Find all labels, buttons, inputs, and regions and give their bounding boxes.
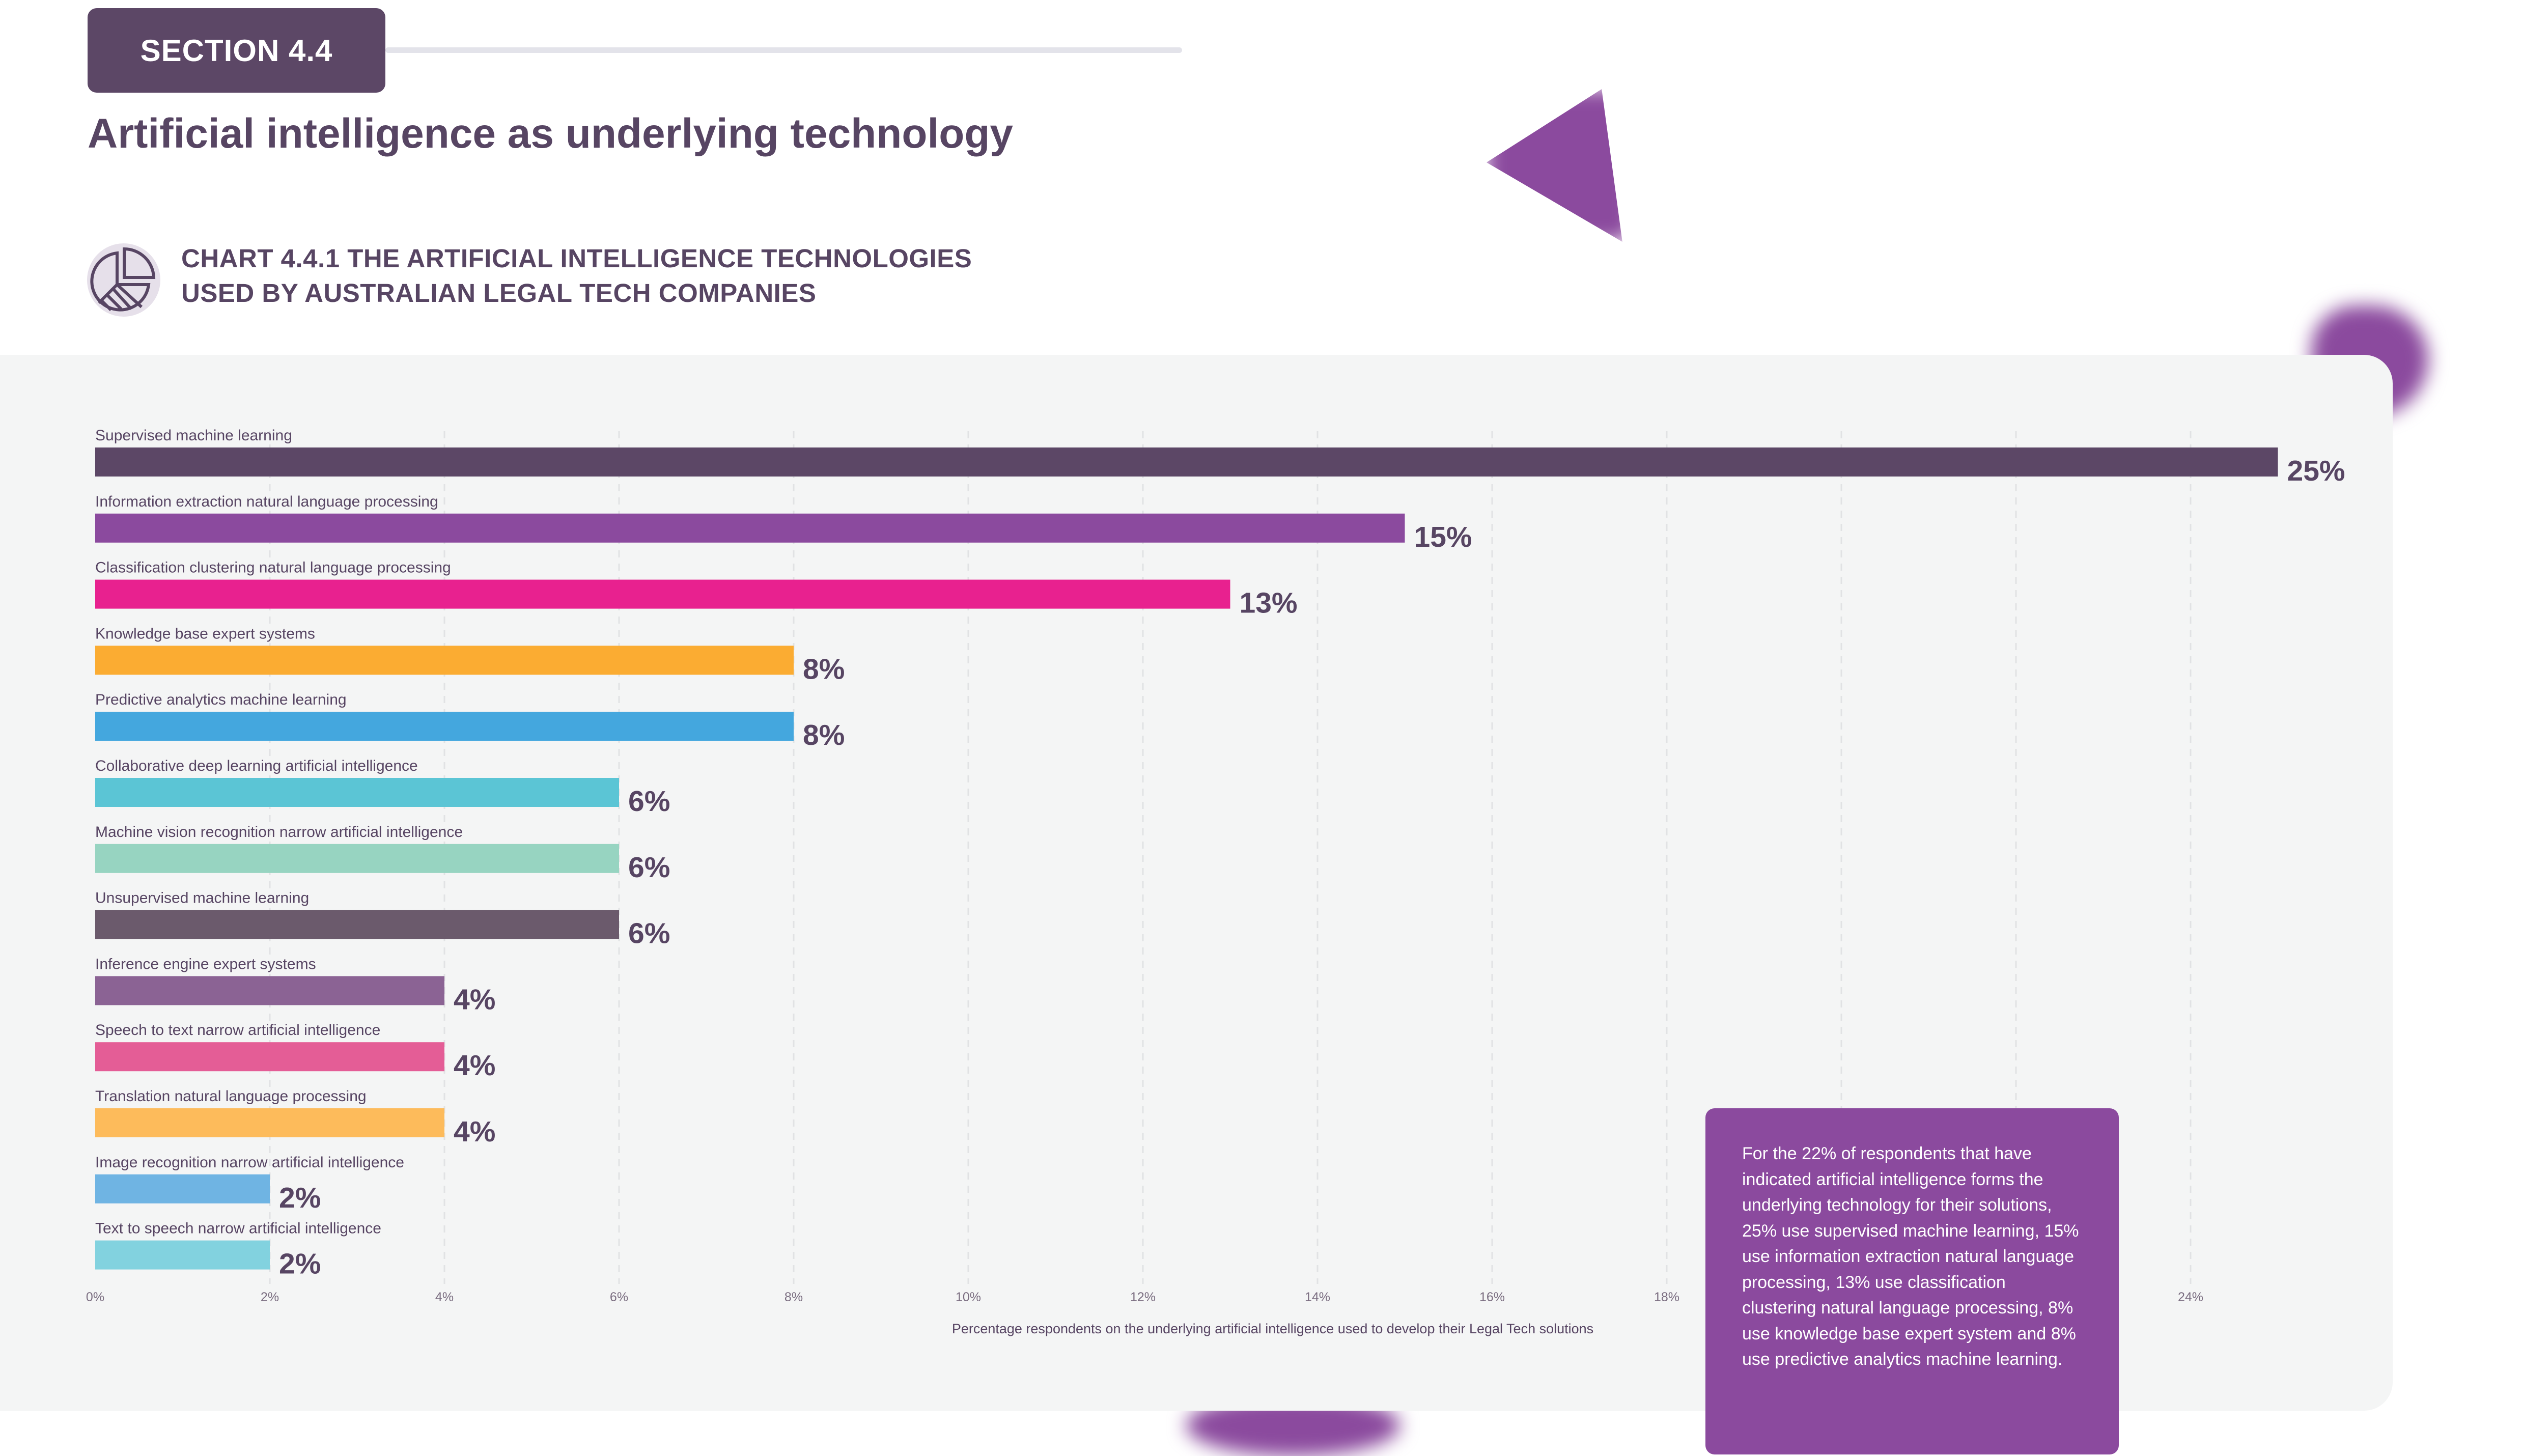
value-label: 25% bbox=[2287, 455, 2345, 487]
bar bbox=[95, 712, 794, 741]
bar bbox=[95, 1108, 444, 1137]
value-label: 4% bbox=[454, 983, 495, 1016]
category-label: Unsupervised machine learning bbox=[95, 890, 309, 907]
x-tick-label: 0% bbox=[86, 1290, 104, 1304]
callout-box: For the 22% of respondents that have ind… bbox=[1705, 1108, 2119, 1454]
value-label: 8% bbox=[803, 719, 845, 751]
category-label: Knowledge base expert systems bbox=[95, 625, 315, 642]
bar bbox=[95, 910, 619, 939]
x-tick-label: 6% bbox=[610, 1290, 628, 1304]
category-label: Supervised machine learning bbox=[95, 427, 292, 444]
chart-panel: 0%2%4%6%8%10%12%14%16%18%20%22%24%Superv… bbox=[0, 355, 2393, 1454]
x-tick-label: 14% bbox=[1305, 1290, 1330, 1304]
section-divider bbox=[385, 47, 1182, 53]
value-label: 8% bbox=[803, 653, 845, 685]
value-label: 2% bbox=[279, 1182, 321, 1214]
bar bbox=[95, 579, 1230, 609]
bar bbox=[95, 447, 2278, 477]
x-tick-label: 16% bbox=[1479, 1290, 1505, 1304]
bar bbox=[95, 976, 444, 1005]
bar bbox=[95, 1042, 444, 1072]
bar bbox=[95, 513, 1405, 543]
bar bbox=[95, 778, 619, 807]
value-label: 15% bbox=[1414, 521, 1472, 553]
section-label: SECTION 4.4 bbox=[140, 33, 333, 68]
x-tick-label: 2% bbox=[261, 1290, 279, 1304]
category-label: Predictive analytics machine learning bbox=[95, 691, 347, 708]
pie-chart-icon bbox=[87, 243, 160, 317]
category-label: Machine vision recognition narrow artifi… bbox=[95, 824, 463, 841]
value-label: 6% bbox=[628, 851, 670, 884]
chart-title-line2: USED BY AUSTRALIAN LEGAL TECH COMPANIES bbox=[181, 278, 817, 307]
x-axis-label: Percentage respondents on the underlying… bbox=[952, 1321, 1593, 1336]
bar bbox=[95, 1240, 270, 1270]
x-tick-label: 8% bbox=[784, 1290, 803, 1304]
callout-text: For the 22% of respondents that have ind… bbox=[1742, 1144, 2079, 1369]
bar bbox=[95, 646, 794, 675]
value-label: 2% bbox=[279, 1248, 321, 1280]
value-label: 6% bbox=[628, 917, 670, 950]
x-tick-label: 4% bbox=[435, 1290, 454, 1304]
category-label: Inference engine expert systems bbox=[95, 956, 316, 972]
x-tick-label: 24% bbox=[2178, 1290, 2203, 1304]
page-title: Artificial intelligence as underlying te… bbox=[88, 110, 1014, 157]
category-label: Translation natural language processing bbox=[95, 1088, 367, 1105]
chart-title-line1: CHART 4.4.1 THE ARTIFICIAL INTELLIGENCE … bbox=[181, 244, 972, 273]
value-label: 6% bbox=[628, 785, 670, 818]
x-tick-label: 18% bbox=[1654, 1290, 1679, 1304]
category-label: Collaborative deep learning artificial i… bbox=[95, 758, 418, 774]
bar bbox=[95, 1174, 270, 1203]
category-label: Speech to text narrow artificial intelli… bbox=[95, 1022, 380, 1039]
chart-title: CHART 4.4.1 THE ARTIFICIAL INTELLIGENCE … bbox=[181, 241, 972, 311]
category-label: Information extraction natural language … bbox=[95, 493, 438, 510]
x-tick-label: 10% bbox=[956, 1290, 981, 1304]
category-label: Text to speech narrow artificial intelli… bbox=[95, 1220, 381, 1237]
value-label: 4% bbox=[454, 1049, 495, 1082]
decorative-blob bbox=[1487, 89, 1622, 242]
x-tick-label: 12% bbox=[1130, 1290, 1156, 1304]
value-label: 13% bbox=[1240, 587, 1298, 620]
section-badge: SECTION 4.4 bbox=[88, 8, 385, 93]
category-label: Classification clustering natural langua… bbox=[95, 559, 451, 576]
bar-chart: 0%2%4%6%8%10%12%14%16%18%20%22%24%Superv… bbox=[86, 427, 2345, 1336]
bar bbox=[95, 844, 619, 873]
value-label: 4% bbox=[454, 1115, 495, 1148]
category-label: Image recognition narrow artificial inte… bbox=[95, 1154, 404, 1171]
